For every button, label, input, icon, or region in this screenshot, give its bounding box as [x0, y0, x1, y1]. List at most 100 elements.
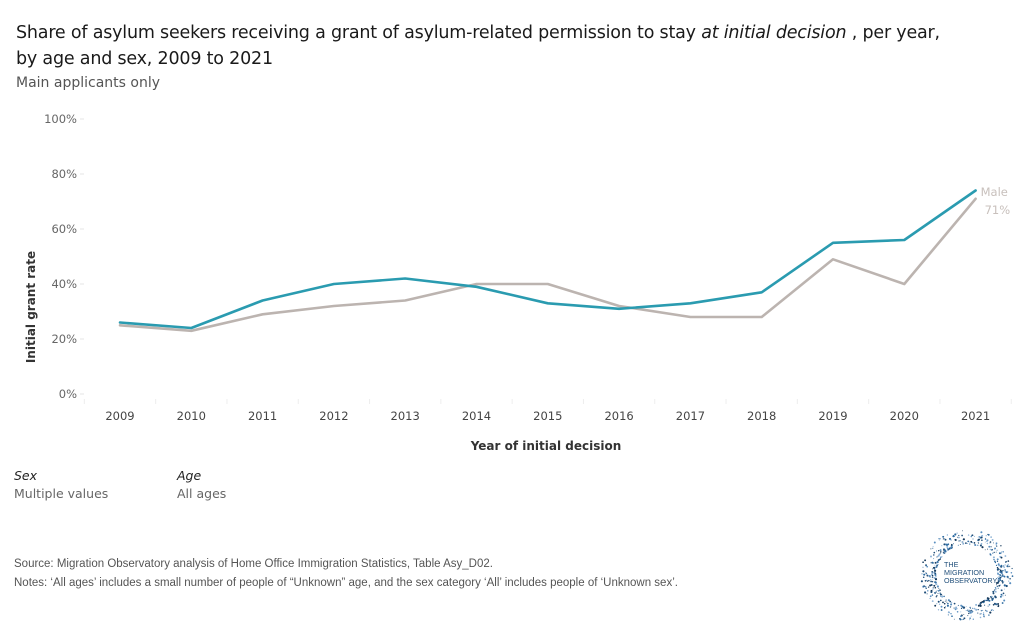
logo-dot	[936, 603, 938, 605]
logo-dot	[944, 600, 946, 602]
logo-dot	[947, 611, 950, 614]
data-point-male[interactable]	[899, 279, 909, 289]
y-axis: 0% 20% 40% 60% 80% 100%	[44, 112, 84, 401]
logo-dot	[973, 607, 976, 610]
logo-dot	[1005, 571, 1008, 574]
logo-dot	[998, 577, 1000, 580]
logo-dot	[972, 542, 974, 544]
logo-dot	[924, 585, 927, 588]
logo-dot	[940, 593, 943, 596]
logo-dot	[979, 544, 982, 547]
data-point-all[interactable]	[685, 298, 695, 308]
logo-dot	[963, 614, 965, 616]
logo-dot	[1002, 592, 1005, 595]
data-point-all[interactable]	[472, 282, 482, 292]
logo-dot	[975, 603, 978, 606]
logo-dot	[1008, 566, 1010, 568]
data-point-male[interactable]	[828, 254, 838, 264]
logo-dot	[985, 535, 987, 537]
chart-title: Share of asylum seekers receiving a gran…	[16, 20, 1016, 72]
logo-dot	[999, 579, 1002, 582]
data-point-all[interactable]	[971, 186, 981, 196]
logo-dot	[933, 576, 935, 578]
y-tick-label: 80%	[51, 167, 77, 181]
logo-dot	[932, 589, 934, 591]
logo-dot	[999, 568, 1001, 570]
logo-dot	[1003, 566, 1005, 569]
logo-dot	[932, 546, 934, 548]
logo-dot	[1004, 594, 1006, 596]
logo-dot	[933, 554, 935, 556]
filter-age[interactable]: Age All ages	[177, 468, 327, 501]
data-point-all[interactable]	[258, 296, 268, 306]
notes: Notes: ‘All ages’ includes a small numbe…	[14, 577, 678, 589]
x-axis: 2009 2010 2011 2012 2013 2014 2015 2016 2017 2018…	[83, 399, 1012, 423]
logo-dot	[932, 579, 934, 581]
logo-dot	[997, 570, 999, 572]
logo-dot	[940, 609, 943, 611]
logo-dot	[949, 548, 950, 550]
series-line-all[interactable]	[118, 189, 977, 330]
logo-dot	[941, 556, 943, 558]
logo-dot	[943, 543, 946, 546]
logo-dot	[932, 576, 934, 578]
logo-dot	[987, 533, 990, 536]
data-point-all[interactable]	[614, 304, 624, 314]
logo-dot	[953, 618, 955, 620]
data-point-male[interactable]	[757, 312, 767, 322]
data-point-all[interactable]	[543, 298, 553, 308]
logo-dot	[972, 538, 974, 540]
annotation-series-label: Male	[981, 185, 1008, 199]
logo-dot	[922, 570, 925, 573]
logo-dot	[947, 549, 950, 551]
data-point-all[interactable]	[186, 323, 196, 333]
logo-dot	[952, 543, 954, 545]
logo-dot	[1011, 575, 1014, 577]
logo-dot	[969, 607, 971, 609]
logo-dot	[991, 599, 994, 602]
x-tick-label: 2013	[391, 409, 420, 423]
logo-dot	[987, 597, 990, 600]
title-text-line2: by age and sex, 2009 to 2021	[16, 49, 273, 69]
data-point-all[interactable]	[828, 238, 838, 248]
logo-dot	[936, 585, 939, 588]
logo-dot	[942, 535, 945, 538]
data-point-male[interactable]	[685, 312, 695, 322]
data-point-all[interactable]	[115, 318, 125, 328]
logo-dot	[956, 611, 959, 613]
logo-dot	[935, 583, 938, 586]
data-point-all[interactable]	[899, 235, 909, 245]
x-tick-label: 2019	[818, 409, 847, 423]
logo-dot	[936, 556, 938, 558]
logo-dot	[996, 549, 998, 551]
data-point-male[interactable]	[258, 309, 268, 319]
logo-dot	[958, 536, 960, 539]
data-point-male[interactable]	[543, 279, 553, 289]
data-point-all[interactable]	[329, 279, 339, 289]
logo-dot	[926, 580, 929, 582]
source-note: Source: Migration Observatory analysis o…	[14, 558, 493, 570]
data-point-all[interactable]	[400, 274, 410, 284]
series-line-male[interactable]	[118, 197, 977, 333]
logo-dot	[995, 581, 999, 585]
logo-dot	[930, 548, 932, 550]
logo-dot	[984, 549, 986, 551]
logo-dot	[936, 563, 939, 566]
logo-dot	[937, 609, 940, 611]
logo-dot	[1009, 582, 1012, 585]
data-point-male[interactable]	[400, 296, 410, 306]
filter-sex[interactable]: Sex Multiple values	[14, 468, 164, 501]
logo-dot	[993, 602, 996, 605]
logo-dot	[978, 542, 980, 544]
logo-dot	[992, 609, 994, 611]
logo-dot	[969, 611, 972, 614]
data-point-all[interactable]	[757, 287, 767, 297]
logo-dot	[927, 575, 929, 577]
logo-dot	[971, 534, 973, 536]
logo-dot	[999, 576, 1002, 579]
logo-dot	[947, 599, 950, 602]
x-tick-label: 2014	[462, 409, 491, 423]
data-point-male[interactable]	[329, 301, 339, 311]
logo-dot	[936, 590, 938, 592]
logo-dot	[998, 605, 1000, 607]
